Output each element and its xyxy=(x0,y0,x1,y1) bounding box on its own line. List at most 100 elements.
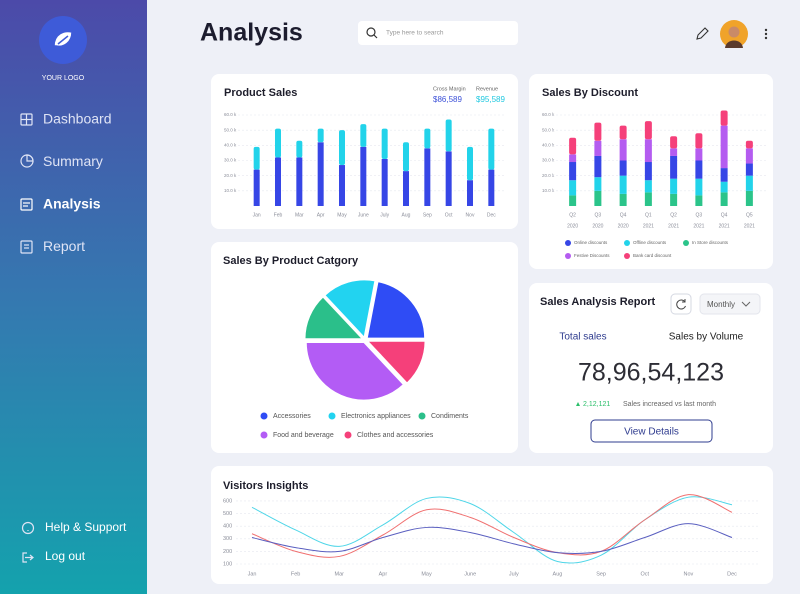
bar-segment xyxy=(670,136,678,149)
x-tick-label: Mar xyxy=(295,212,304,218)
bar-segment xyxy=(594,122,602,141)
search-box[interactable] xyxy=(358,21,518,45)
x-tick-label: Q3 xyxy=(595,212,602,218)
x-tick-label: Apr xyxy=(317,212,325,218)
visitors-card xyxy=(211,466,773,584)
bar-segment xyxy=(720,168,728,182)
legend-swatch xyxy=(328,412,336,420)
nav-item[interactable]: Report xyxy=(43,238,85,254)
bar-segment xyxy=(569,195,577,206)
x-tick-label: Q4 xyxy=(721,212,728,218)
y-tick-label: 100 xyxy=(223,561,232,567)
legend-label: Bank card discount xyxy=(633,253,672,258)
y-tick-label: 10.0 k xyxy=(224,188,237,193)
bar-segment xyxy=(424,128,431,149)
tab-total-sales[interactable]: Total sales xyxy=(559,332,606,343)
x-tick-label: Nov xyxy=(466,212,475,218)
bar-segment xyxy=(745,190,753,206)
bar-segment xyxy=(445,119,452,152)
x-tick-label: Feb xyxy=(291,571,300,577)
help-link[interactable]: Help & Support xyxy=(45,520,127,534)
bar-segment xyxy=(644,162,652,181)
y-tick-label: 50.0 k xyxy=(224,127,237,132)
legend-label: Offline discounts xyxy=(633,240,667,245)
x-tick-label: May xyxy=(421,571,432,577)
x-tick-label: Jan xyxy=(248,571,257,577)
bar-segment xyxy=(745,163,753,176)
bar-segment xyxy=(403,171,409,206)
x-tick-label: July xyxy=(380,212,389,218)
kpi-value: $86,589 xyxy=(433,95,462,104)
y-tick-label: 500 xyxy=(223,511,232,517)
legend-swatch xyxy=(344,431,352,439)
y-tick-label: 60.0 k xyxy=(542,112,555,117)
x-tick-label: Oct xyxy=(640,571,649,577)
bar-segment xyxy=(695,160,703,179)
bar-segment xyxy=(317,142,324,206)
x-tick-label: 2021 xyxy=(668,223,679,229)
avatar-body xyxy=(725,40,743,48)
bar-segment xyxy=(670,148,678,156)
bar-segment xyxy=(745,148,753,164)
line-series xyxy=(251,494,733,558)
y-tick-label: 200 xyxy=(223,549,232,555)
avatar-face xyxy=(728,26,740,38)
y-tick-label: 20.0 k xyxy=(542,173,555,178)
kpi-label: Cross Margin xyxy=(433,86,466,92)
sidebar xyxy=(0,0,147,594)
x-tick-label: Feb xyxy=(274,212,283,218)
bar-segment xyxy=(695,195,703,206)
legend-swatch xyxy=(624,240,630,246)
pie-slice xyxy=(365,340,427,385)
bar-segment xyxy=(619,175,627,194)
bar-segment xyxy=(644,192,652,206)
view-details-button[interactable] xyxy=(590,419,713,443)
x-tick-label: Aug xyxy=(553,571,563,577)
legend-swatch xyxy=(260,431,268,439)
chart-title: Sales By Product Catgory xyxy=(223,255,359,267)
legend-label: Festive Discounts xyxy=(574,253,610,258)
bar-segment xyxy=(695,178,703,196)
y-tick-label: 30.0 k xyxy=(542,158,555,163)
y-tick-label: 40.0 k xyxy=(224,143,237,148)
bar-segment xyxy=(569,137,577,155)
period-dropdown[interactable] xyxy=(699,293,761,315)
x-tick-label: 2020 xyxy=(592,223,603,229)
page-title: Analysis xyxy=(200,19,303,47)
change-value: 2,12,121 xyxy=(583,401,610,408)
refresh-button[interactable] xyxy=(670,293,692,315)
chart-title: Product Sales xyxy=(224,87,297,99)
y-tick-label: 40.0 k xyxy=(542,143,555,148)
tab-sales-volume[interactable]: Sales by Volume xyxy=(669,332,744,343)
bar-segment xyxy=(720,181,728,193)
legend-label: In Store discounts xyxy=(692,240,729,245)
y-tick-label: 60.0 k xyxy=(224,112,237,117)
bar-segment xyxy=(317,128,324,143)
pie-slice xyxy=(366,280,426,340)
x-tick-label: Oct xyxy=(445,212,453,218)
bar-segment xyxy=(720,192,728,206)
y-tick-label: 10.0 k xyxy=(542,188,555,193)
bar-segment xyxy=(360,124,367,147)
pie-slice xyxy=(305,341,405,402)
edit-icon[interactable] xyxy=(696,27,709,40)
legend-label: Accessories xyxy=(273,413,311,420)
bar-segment xyxy=(594,177,602,191)
x-tick-label: 2021 xyxy=(719,223,730,229)
report-card xyxy=(529,283,773,453)
nav-item[interactable]: Analysis xyxy=(43,196,101,212)
x-tick-label: 2021 xyxy=(693,223,704,229)
period-label: Monthly xyxy=(707,300,735,309)
x-tick-label: Q1 xyxy=(645,212,652,218)
up-arrow xyxy=(576,402,580,406)
logout-link[interactable]: Log out xyxy=(45,549,86,563)
bar-segment xyxy=(644,139,652,163)
pie-slice xyxy=(303,295,365,340)
menu-dots[interactable] xyxy=(764,28,768,40)
x-tick-label: 2021 xyxy=(744,223,755,229)
x-tick-label: Sep xyxy=(423,212,432,218)
nav-item[interactable]: Summary xyxy=(43,153,103,169)
bar-segment xyxy=(569,154,577,163)
x-tick-label: Jan xyxy=(253,212,261,218)
nav-item[interactable]: Dashboard xyxy=(43,111,112,127)
